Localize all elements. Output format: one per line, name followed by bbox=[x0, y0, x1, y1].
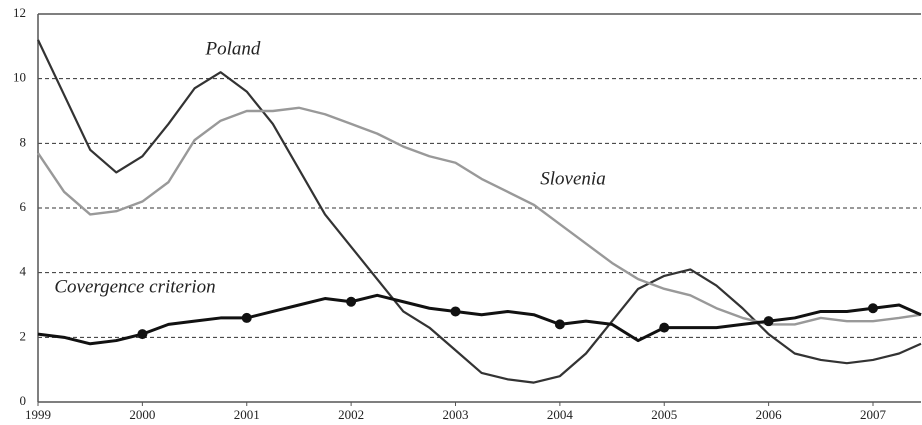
point-marker bbox=[763, 316, 774, 327]
annotation: Slovenia bbox=[540, 168, 605, 189]
y-tick-label: 6 bbox=[20, 199, 27, 214]
point-marker bbox=[137, 329, 148, 340]
point-marker bbox=[867, 303, 878, 314]
annotation: Covergence criterion bbox=[54, 276, 215, 297]
x-tick-label: 2007 bbox=[860, 407, 887, 422]
x-tick-label: 2001 bbox=[234, 407, 260, 422]
x-tick-label: 2000 bbox=[129, 407, 155, 422]
y-tick-label: 0 bbox=[20, 393, 27, 408]
x-tick-label: 2005 bbox=[651, 407, 677, 422]
y-tick-label: 10 bbox=[13, 70, 26, 85]
x-tick-label: 2004 bbox=[547, 407, 574, 422]
y-tick-label: 12 bbox=[13, 5, 26, 20]
point-marker bbox=[659, 322, 670, 333]
x-tick-label: 2003 bbox=[442, 407, 468, 422]
point-marker bbox=[554, 319, 565, 330]
x-tick-label: 2002 bbox=[338, 407, 364, 422]
series-line bbox=[37, 293, 922, 346]
series-line bbox=[37, 106, 922, 326]
x-tick-label: 1999 bbox=[25, 407, 51, 422]
point-marker bbox=[346, 296, 357, 307]
point-marker bbox=[241, 312, 252, 323]
point-marker bbox=[450, 306, 461, 317]
y-tick-label: 2 bbox=[20, 328, 27, 343]
y-tick-label: 8 bbox=[20, 134, 27, 149]
series-line bbox=[37, 39, 922, 384]
x-tick-label: 2006 bbox=[756, 407, 783, 422]
y-tick-label: 4 bbox=[20, 264, 27, 279]
annotation: Poland bbox=[205, 38, 261, 59]
